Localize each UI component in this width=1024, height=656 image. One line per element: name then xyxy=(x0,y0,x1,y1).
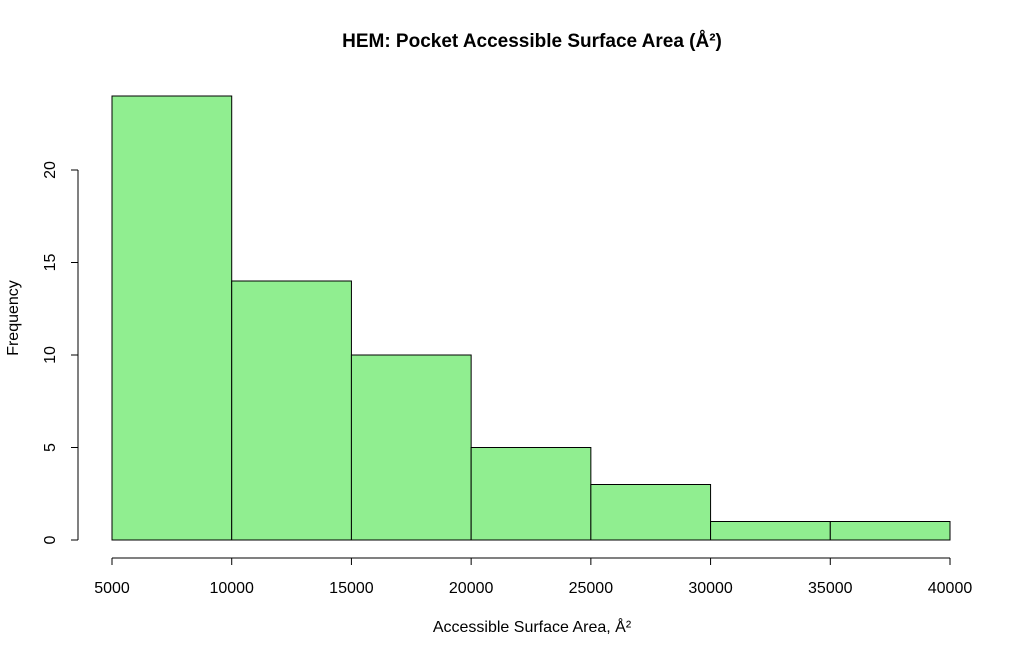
x-tick-label: 25000 xyxy=(569,580,614,597)
y-tick-label: 15 xyxy=(42,254,59,272)
histogram-bar-5 xyxy=(590,484,712,541)
histogram-bar-2 xyxy=(231,280,352,541)
x-tick-label: 30000 xyxy=(688,580,733,597)
y-tick-label: 10 xyxy=(42,346,59,364)
y-tick-label: 0 xyxy=(42,535,59,544)
x-tick-label: 40000 xyxy=(928,580,973,597)
x-tick-label: 35000 xyxy=(808,580,853,597)
y-tick-label: 5 xyxy=(42,443,59,452)
histogram-bar-4 xyxy=(470,447,592,541)
chart-title: HEM: Pocket Accessible Surface Area (Å²) xyxy=(342,31,722,52)
histogram-bars xyxy=(111,95,951,541)
x-tick-label: 10000 xyxy=(209,580,254,597)
y-tick-label: 20 xyxy=(42,161,59,179)
x-axis: 5000 10000 15000 20000 25000 30000 35000 40000 xyxy=(94,557,973,597)
histogram-bar-1 xyxy=(111,95,233,541)
x-tick-label: 15000 xyxy=(329,580,374,597)
histogram-bar-7 xyxy=(829,521,951,541)
y-axis: 0 5 10 15 20 xyxy=(42,161,79,544)
y-axis-title: Frequency xyxy=(5,280,22,356)
x-tick-label: 20000 xyxy=(449,580,494,597)
x-axis-title: Accessible Surface Area, Å² xyxy=(433,617,632,636)
histogram-bar-3 xyxy=(350,354,472,541)
histogram-bar-6 xyxy=(710,521,831,541)
x-tick-label: 5000 xyxy=(94,580,130,597)
